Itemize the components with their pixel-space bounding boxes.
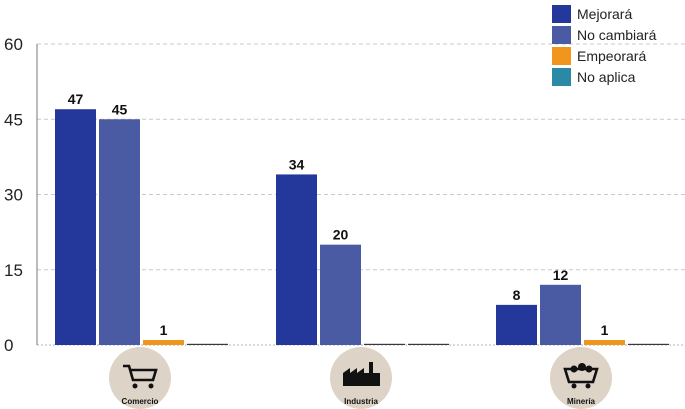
- category-label: Minería: [567, 397, 596, 406]
- legend-label: No cambiará: [577, 27, 657, 43]
- cart-wheel: [132, 383, 138, 389]
- data-label: 47: [68, 91, 84, 107]
- data-label: 1: [160, 322, 168, 338]
- category-label: Comercio: [122, 397, 159, 406]
- legend-swatch: [552, 26, 571, 44]
- y-tick-label: 30: [4, 186, 23, 205]
- factory-shape: [343, 362, 380, 386]
- y-tick-label: 0: [4, 336, 13, 355]
- data-label: 34: [289, 156, 305, 172]
- legend-swatch: [552, 5, 571, 23]
- bar-series: [55, 109, 669, 345]
- mine-cart-icon: Minería: [550, 347, 612, 409]
- bar: [540, 284, 581, 345]
- data-label: 45: [112, 101, 128, 117]
- category-icons: Comercio Industria Minería: [109, 347, 612, 409]
- legend-label: Empeorará: [577, 48, 646, 64]
- minecart-wheel: [585, 383, 591, 389]
- data-label: 8: [513, 287, 521, 303]
- factory-icon: Industria: [330, 347, 392, 409]
- ore-lump: [578, 363, 586, 371]
- legend: Mejorará No cambiará Empeorará No aplica: [552, 5, 657, 86]
- bar: [55, 109, 96, 345]
- cart-wheel: [148, 383, 154, 389]
- ore-lump: [570, 365, 578, 373]
- bar: [628, 343, 669, 345]
- icon-circle: [109, 347, 171, 409]
- data-label: 20: [333, 227, 349, 243]
- bar: [364, 343, 405, 345]
- cart-basket: [123, 364, 158, 382]
- bar: [584, 339, 625, 345]
- category-label: Industria: [344, 397, 378, 406]
- legend-label: Mejorará: [577, 6, 632, 22]
- legend-label: No aplica: [577, 69, 636, 85]
- y-tick-label: 60: [4, 35, 23, 54]
- data-label: 1: [601, 322, 609, 338]
- bar: [99, 119, 140, 345]
- bar: [408, 343, 449, 345]
- legend-swatch: [552, 47, 571, 65]
- data-labels: 47 45 1 34 20 8 12 1: [68, 91, 609, 338]
- bar: [276, 174, 317, 345]
- bar: [496, 304, 537, 345]
- ore-lump: [585, 365, 593, 373]
- y-axis-ticks: 0 15 30 45 60: [4, 35, 23, 355]
- minecart-wheel: [571, 383, 577, 389]
- legend-swatch: [552, 68, 571, 86]
- bar: [320, 244, 361, 345]
- bar: [143, 339, 184, 345]
- data-label: 12: [553, 267, 569, 283]
- y-tick-label: 45: [4, 110, 23, 129]
- cart-icon: Comercio: [109, 347, 171, 409]
- icon-circle: [550, 347, 612, 409]
- y-tick-label: 15: [4, 261, 23, 280]
- bar: [187, 343, 228, 345]
